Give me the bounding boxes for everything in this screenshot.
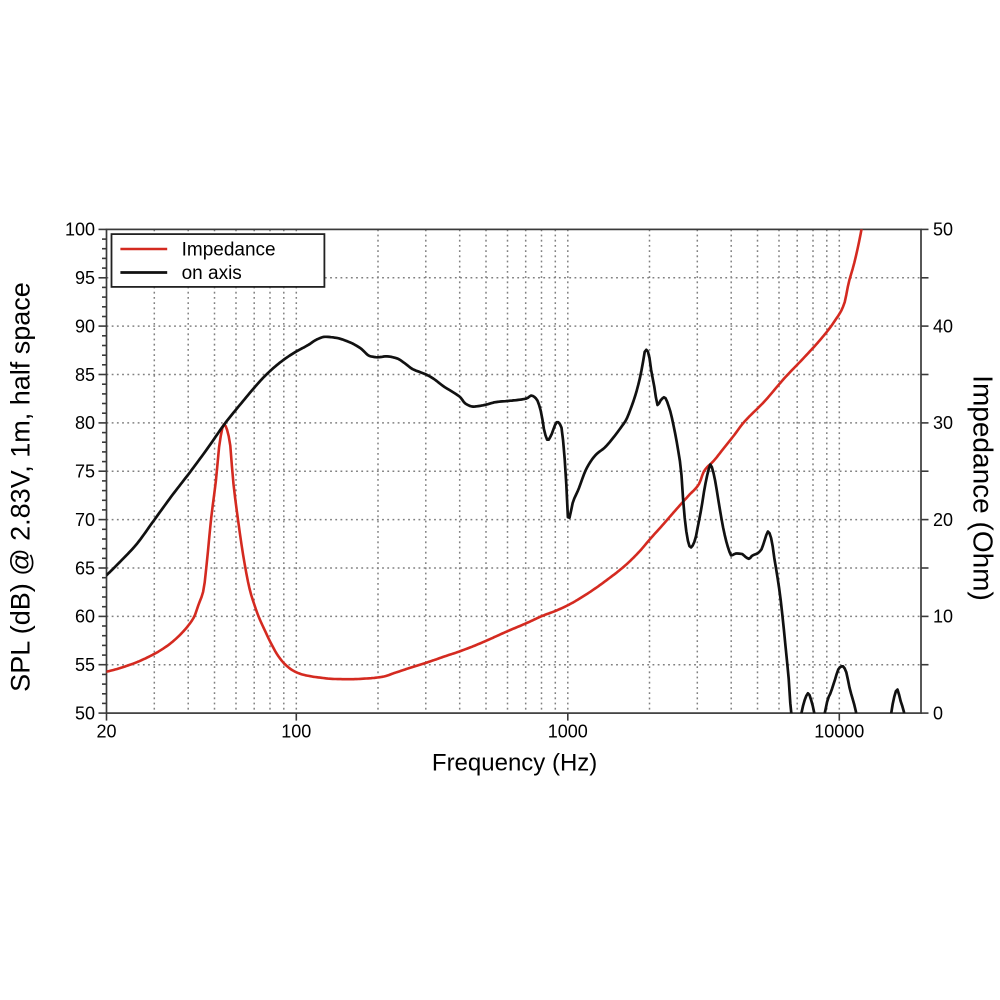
svg-text:SPL (dB) @ 2.83V, 1m, half spa: SPL (dB) @ 2.83V, 1m, half space (6, 282, 36, 692)
svg-text:Impedance: Impedance (182, 240, 276, 261)
svg-text:20: 20 (96, 722, 116, 742)
svg-text:65: 65 (75, 558, 95, 578)
svg-text:50: 50 (933, 220, 953, 240)
svg-text:90: 90 (75, 316, 95, 336)
svg-text:0: 0 (933, 703, 943, 723)
svg-text:70: 70 (75, 510, 95, 530)
svg-text:95: 95 (75, 268, 95, 288)
svg-text:50: 50 (75, 703, 95, 723)
svg-text:100: 100 (65, 220, 95, 240)
svg-text:40: 40 (933, 316, 953, 336)
svg-text:80: 80 (75, 413, 95, 433)
svg-text:20: 20 (933, 510, 953, 530)
svg-text:85: 85 (75, 365, 95, 385)
svg-text:Impedance (Ohm): Impedance (Ohm) (968, 375, 999, 601)
svg-text:on axis: on axis (182, 263, 242, 284)
svg-text:30: 30 (933, 413, 953, 433)
svg-text:10000: 10000 (814, 722, 864, 742)
svg-text:10: 10 (933, 607, 953, 627)
svg-text:55: 55 (75, 655, 95, 675)
svg-text:75: 75 (75, 462, 95, 482)
svg-text:60: 60 (75, 607, 95, 627)
svg-text:1000: 1000 (548, 722, 588, 742)
svg-text:Frequency (Hz): Frequency (Hz) (432, 750, 597, 777)
svg-text:100: 100 (281, 722, 311, 742)
